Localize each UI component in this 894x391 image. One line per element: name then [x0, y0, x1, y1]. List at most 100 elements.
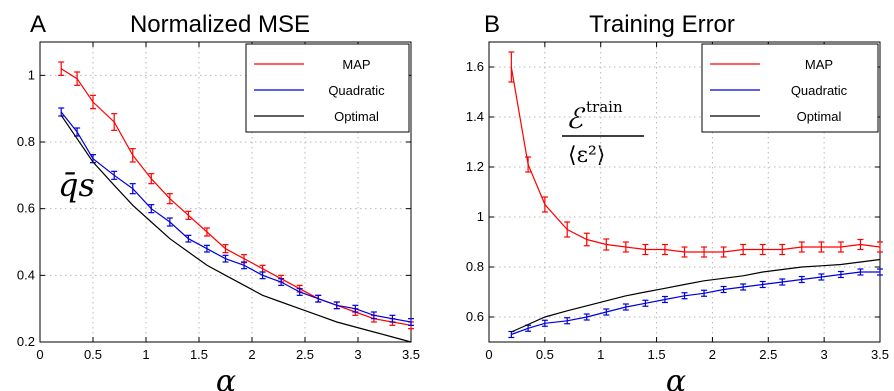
panel-b-quadratic-errorbar	[701, 289, 708, 297]
panel-a-map-line	[60, 68, 412, 326]
panel-b-xlabel: α	[666, 364, 686, 391]
panel-a-quadratic-errorbar	[278, 278, 285, 286]
panel-b-map-errorbar	[877, 241, 883, 253]
panel-b-quadratic-errorbar	[681, 292, 688, 300]
panel-a-ytick-label-0: 0.2	[17, 334, 35, 349]
panel-a-legend-label-quadratic: Quadratic	[328, 83, 385, 98]
panel-b-legend: MAP Quadratic Optimal	[701, 43, 879, 133]
panel-a-ytick-label-2: 0.6	[17, 201, 35, 216]
panel-b-legend-label-optimal: Optimal	[797, 109, 842, 124]
panel-b-annotation-superscript: train	[586, 98, 623, 116]
panel-b-quadratic-errorbar	[837, 270, 844, 279]
panel-a-map-errorbar	[203, 227, 210, 237]
panel-b-ytick-label-4: 1.4	[466, 109, 484, 124]
panel-a-map-errorbar	[148, 173, 155, 185]
panel-a-annotation: q̄s	[58, 166, 95, 204]
panel-a-legend-box	[245, 43, 410, 133]
panel-a-xtick-label-5: 2.5	[296, 347, 314, 362]
panel-b-map-errorbar	[642, 243, 649, 256]
panel-b-letter: B	[484, 11, 500, 38]
panel-b-xtick-label-7: 3.5	[871, 347, 889, 362]
panel-b-xtick-label-2: 1	[597, 347, 604, 362]
panel-b-annotation-numerator: ℰ	[566, 102, 586, 135]
panel-b-series-quadratic	[508, 268, 883, 339]
panel-b-legend-label-map: MAP	[805, 57, 833, 72]
panel-a-map-errorbar	[166, 193, 173, 205]
panel-b-map-errorbar	[603, 238, 610, 251]
panel-a-quadratic-errorbar	[352, 304, 359, 313]
panel-a-annotation-text: q̄s	[58, 166, 95, 204]
panel-b-quadratic-errorbar	[541, 319, 548, 327]
panel-b-quadratic-errorbar	[818, 273, 825, 281]
panel-a-plot: 0 0.5 1 1.5 2 2.5 3 3.5 0.2 0.4 0.6 0.8 1 MAP Quadrati…	[17, 41, 420, 362]
panel-b-map-errorbar	[681, 246, 688, 258]
panel-b-map-errorbar	[720, 246, 727, 258]
panel-b-xtick-label-3: 1.5	[648, 347, 666, 362]
panel-b-quadratic-errorbar	[603, 308, 610, 316]
panel-a-quadratic-errorbar	[185, 234, 192, 243]
panel-b-quadratic-errorbar	[779, 278, 786, 286]
panel-b-map-errorbar	[779, 243, 786, 256]
panel-a-quadratic-line	[60, 111, 412, 323]
panel-a-quadratic-errorbar	[408, 318, 414, 326]
panel-b-xtick-label-5: 2.5	[759, 347, 777, 362]
panel-b-map-errorbar	[661, 243, 668, 256]
panel-a-xtick-label-6: 3	[354, 347, 361, 362]
panel-b-map-errorbar	[818, 241, 825, 253]
panel-b-map-errorbar	[525, 156, 532, 173]
panel-a-quadratic-errorbar	[389, 314, 396, 323]
panel-a-map-errorbar	[259, 264, 266, 273]
panel-b-series-map	[508, 51, 883, 258]
panel-a-ytick-label-1: 0.4	[17, 267, 35, 282]
panel-b-map-errorbar	[837, 241, 844, 253]
panel-b-xtick-label-1: 0.5	[536, 347, 554, 362]
panel-a-map-errorbar	[58, 61, 65, 76]
panel-b-ytick-label-0: 0.6	[466, 309, 484, 324]
panel-a-quadratic-errorbar	[315, 294, 322, 303]
panel-a-series-optimal	[60, 114, 412, 343]
panel-a-quadratic-errorbar	[129, 183, 136, 195]
panel-b-map-errorbar	[759, 243, 766, 256]
panel-b-plot: 0 0.5 1 1.5 2 2.5 3 3.5 0.6 0.8 1 1.2 1.4 1.6 MAP Quadr…	[466, 41, 889, 362]
panel-a-quadratic-errorbar	[296, 288, 303, 296]
panel-a-xtick-label-7: 3.5	[402, 347, 420, 362]
panel-a-quadratic-errorbar	[166, 217, 173, 227]
panel-a-quadratic-errorbar	[111, 170, 118, 180]
panel-b-quadratic-errorbar	[720, 285, 727, 294]
panel-a-map-errorbar	[74, 71, 81, 86]
panel-b-legend-box	[701, 43, 879, 133]
panel-a-ytick-label-3: 0.8	[17, 134, 35, 149]
panel-a-xlabel: α	[216, 364, 236, 391]
plots-layer: 0 0.5 1 1.5 2 2.5 3 3.5 0.2 0.4 0.6 0.8 1 MAP Quadrati…	[17, 41, 889, 362]
panel-a-series-quadratic	[58, 107, 414, 326]
panel-b-quadratic-errorbar	[740, 283, 747, 291]
panel-b-quadratic-errorbar	[642, 299, 649, 307]
panel-b-series-optimal	[511, 258, 881, 333]
panel-b-map-errorbar	[564, 221, 571, 238]
panel-b-quadratic-errorbar	[857, 268, 864, 276]
panel-a-legend-label-optimal: Optimal	[334, 109, 379, 124]
panel-a-quadratic-errorbar	[148, 204, 155, 214]
panel-b-xtick-label-0: 0	[485, 347, 492, 362]
panel-b-ytick-label-3: 1.2	[466, 159, 484, 174]
panel-a-letter: A	[30, 11, 46, 38]
panel-a-xtick-label-4: 2	[248, 347, 255, 362]
panel-a-quadratic-errorbar	[333, 301, 340, 310]
panel-b-axes-box	[488, 41, 881, 343]
panel-a-map-errorbar	[185, 210, 192, 220]
panel-b-legend-label-quadratic: Quadratic	[791, 83, 848, 98]
panel-a-title: Normalized MSE	[130, 11, 310, 38]
panel-a-xtick-label-2: 1	[142, 347, 149, 362]
panel-b-map-errorbar	[857, 238, 864, 251]
panel-a-axes-box	[39, 41, 412, 343]
panel-a-quadratic-errorbar	[370, 311, 377, 320]
panel-a-optimal-line	[60, 114, 412, 343]
panel-b-quadratic-errorbar	[798, 275, 805, 284]
panel-b-map-errorbar	[622, 241, 629, 253]
panel-b-map-errorbar	[740, 243, 747, 256]
panel-b-map-errorbar	[508, 51, 515, 83]
panel-a-map-errorbar	[90, 94, 96, 110]
panel-a-legend-label-map: MAP	[342, 57, 370, 72]
panel-a-legend: MAP Quadratic Optimal	[245, 43, 410, 133]
